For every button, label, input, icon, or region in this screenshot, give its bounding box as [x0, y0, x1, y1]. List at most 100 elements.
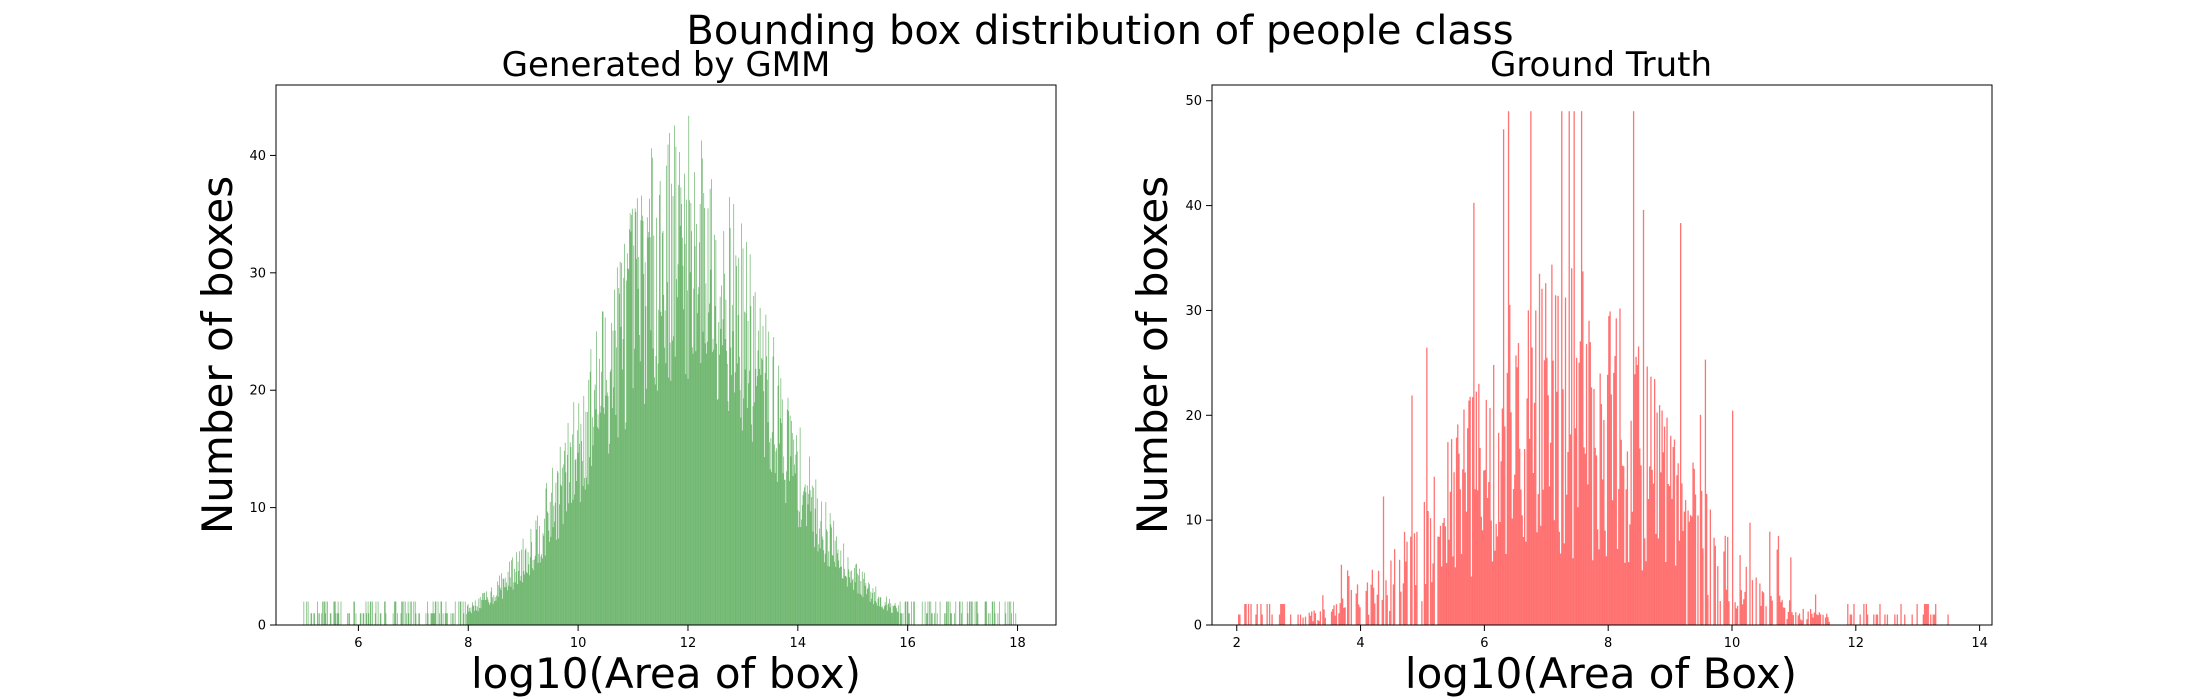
- bar: [1507, 111, 1510, 625]
- y-tick-label: 10: [1185, 514, 1202, 529]
- bar: [623, 277, 625, 625]
- bar: [1702, 548, 1704, 625]
- bar: [639, 335, 640, 625]
- bar: [684, 173, 685, 625]
- bar: [927, 601, 929, 625]
- bar: [313, 613, 315, 625]
- bar: [1615, 318, 1617, 625]
- bar: [731, 375, 732, 625]
- bar: [1788, 600, 1791, 625]
- bar: [676, 297, 678, 625]
- bar: [612, 330, 614, 625]
- bar: [569, 442, 571, 625]
- bar: [569, 482, 570, 625]
- bar: [946, 601, 947, 625]
- bar: [802, 495, 804, 625]
- bar: [1540, 525, 1542, 625]
- bar: [1366, 582, 1369, 625]
- bar: [1691, 516, 1693, 625]
- bar: [1476, 490, 1479, 625]
- bar: [1597, 529, 1599, 625]
- bar: [1499, 522, 1501, 625]
- bar: [653, 235, 655, 626]
- bar: [1527, 310, 1530, 625]
- bar: [976, 601, 978, 625]
- bar: [671, 183, 672, 625]
- bar: [553, 505, 555, 625]
- bar: [1453, 472, 1455, 625]
- bar: [1904, 614, 1906, 625]
- x-axis-ticks: 6 8 10 12 14 16 18: [354, 625, 1026, 651]
- bar: [503, 579, 505, 625]
- bar: [1694, 494, 1697, 625]
- bar: [1413, 533, 1416, 625]
- bar: [857, 593, 859, 625]
- bar: [1611, 500, 1614, 625]
- bar: [496, 595, 498, 625]
- bar: [1330, 611, 1333, 625]
- bar: [832, 555, 834, 625]
- bar: [774, 444, 775, 625]
- bar: [440, 601, 442, 625]
- bar: [671, 340, 673, 625]
- bar: [666, 165, 667, 626]
- bar: [1382, 496, 1385, 625]
- y-tick-label: 20: [1185, 409, 1202, 424]
- bar: [734, 372, 736, 625]
- bar: [1478, 383, 1480, 625]
- bar: [397, 613, 398, 625]
- bar: [1916, 604, 1918, 625]
- bar: [881, 606, 883, 625]
- bar: [519, 580, 521, 625]
- bar: [636, 258, 637, 625]
- bar: [587, 484, 589, 625]
- bar: [557, 472, 559, 625]
- bar: [779, 418, 781, 625]
- bar: [1557, 296, 1559, 625]
- bar: [511, 560, 513, 625]
- bar: [1489, 408, 1491, 625]
- bar: [657, 363, 659, 625]
- bar: [1603, 419, 1605, 625]
- bar: [1647, 498, 1650, 625]
- bar: [551, 492, 552, 625]
- bar: [499, 575, 500, 625]
- bar: [534, 559, 535, 625]
- bar: [445, 601, 447, 625]
- bar: [392, 613, 394, 625]
- bar: [314, 613, 315, 625]
- bar: [1370, 584, 1372, 625]
- bar: [684, 243, 686, 626]
- bar: [572, 499, 574, 625]
- bar: [1636, 365, 1638, 625]
- bar: [1818, 612, 1820, 625]
- bar: [1488, 482, 1490, 625]
- bar: [469, 611, 471, 625]
- bar: [1600, 404, 1603, 625]
- bar: [1923, 604, 1926, 625]
- bar: [1533, 402, 1536, 625]
- bar: [804, 484, 806, 625]
- bar: [1429, 518, 1432, 625]
- bar: [707, 208, 709, 626]
- bar: [665, 363, 667, 625]
- bar: [1400, 591, 1402, 625]
- bar: [554, 521, 555, 625]
- bar: [556, 470, 558, 625]
- bar: [716, 343, 717, 625]
- bar: [659, 181, 661, 625]
- bar: [701, 158, 703, 625]
- bar: [504, 577, 506, 625]
- bar: [654, 384, 656, 625]
- bar: [1433, 476, 1435, 625]
- bar: [834, 561, 835, 625]
- bar: [848, 569, 850, 625]
- bar: [764, 457, 765, 625]
- bar: [1421, 601, 1423, 625]
- bar: [1717, 566, 1719, 625]
- bar: [1004, 601, 1006, 625]
- bar: [664, 347, 665, 625]
- bar: [1474, 489, 1476, 625]
- bar: [1782, 607, 1785, 625]
- bar: [539, 562, 541, 625]
